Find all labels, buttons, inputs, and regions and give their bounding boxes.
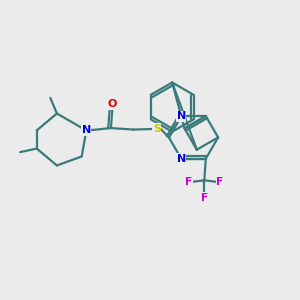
Text: F: F: [185, 177, 192, 187]
Text: O: O: [108, 99, 117, 109]
Text: F: F: [201, 193, 208, 203]
Text: S: S: [153, 124, 161, 134]
Text: N: N: [177, 111, 186, 121]
Text: N: N: [177, 154, 186, 164]
Text: N: N: [82, 125, 91, 136]
Text: F: F: [216, 177, 224, 187]
